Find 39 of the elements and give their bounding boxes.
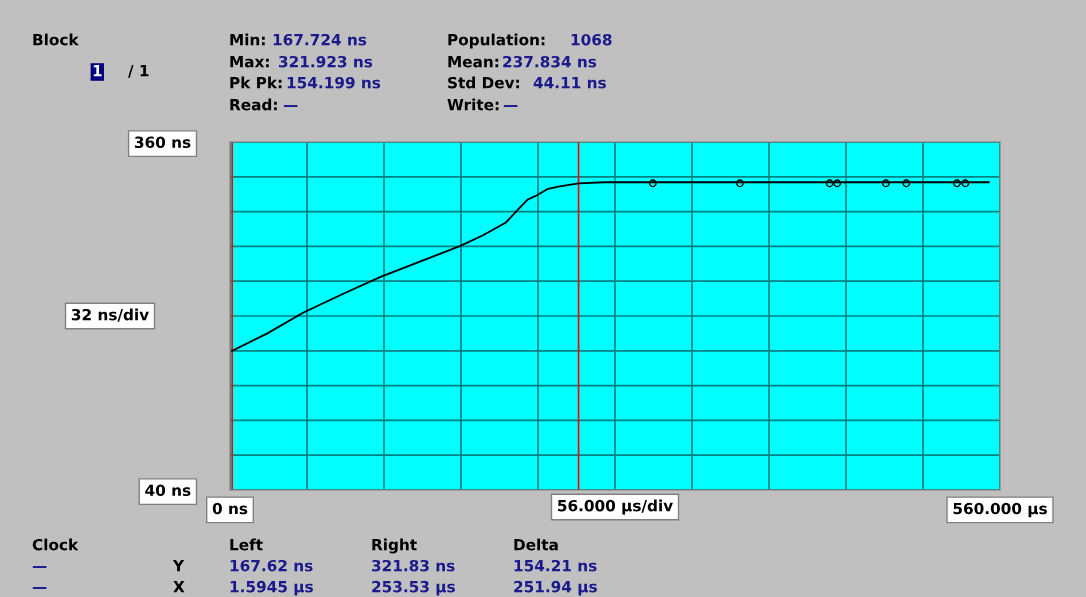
text: X xyxy=(173,581,185,593)
text: Write: xyxy=(447,98,499,111)
text: 321.923 ns xyxy=(279,55,373,68)
text: 167.724 ns xyxy=(273,33,367,46)
text: Left xyxy=(230,538,263,551)
text: Population: xyxy=(448,33,545,49)
text: Delta xyxy=(514,538,558,551)
text: Right xyxy=(372,538,417,554)
text: 32 ns/div xyxy=(71,308,149,322)
y-tick-label: 360 ns xyxy=(134,136,191,149)
x-tick-label: 0 ns xyxy=(212,502,248,515)
text: 154.21 ns xyxy=(514,559,597,572)
x-tick-label: 560.000 µs xyxy=(953,502,1047,518)
text: — xyxy=(283,105,298,107)
text: 56.000 µs/div xyxy=(558,499,673,515)
text: 321.83 ns xyxy=(372,559,455,572)
text: Clock xyxy=(32,538,79,551)
text: Y xyxy=(172,560,185,572)
text: Min: xyxy=(230,33,265,46)
text: 251.94 µs xyxy=(514,580,597,596)
text: Mean: xyxy=(448,56,499,68)
text: Block xyxy=(33,33,79,46)
text: 44.11 ns xyxy=(533,77,606,89)
text: 154.199 ns xyxy=(287,76,381,89)
text: — xyxy=(32,566,47,568)
text: — xyxy=(32,587,47,589)
text: 1.5945 µs xyxy=(230,580,313,596)
text: — xyxy=(503,105,518,107)
text: 237.834 ns xyxy=(503,55,597,68)
text: Read: xyxy=(230,98,277,111)
text: / 1 xyxy=(128,65,149,78)
text: 1 xyxy=(93,65,102,77)
y-tick-label: 40 ns xyxy=(145,484,191,497)
text: Pk Pk: xyxy=(230,76,282,89)
text: 253.53 µs xyxy=(372,580,455,596)
text: 167.62 ns xyxy=(230,559,313,572)
text: Std Dev: xyxy=(448,76,519,89)
text: Max: xyxy=(230,56,269,68)
text: 1068 xyxy=(571,33,612,46)
